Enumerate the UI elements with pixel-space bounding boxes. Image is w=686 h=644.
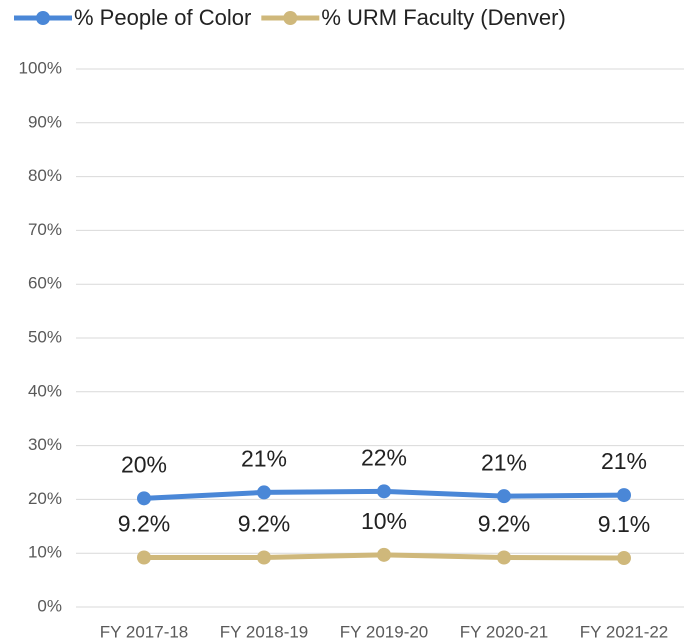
data-label: 10%	[361, 508, 407, 534]
point	[257, 550, 271, 565]
x-tick-label: FY 2018-19	[220, 622, 309, 641]
data-label: 9.2%	[118, 511, 170, 537]
point	[617, 551, 631, 566]
y-tick-label: 10%	[28, 543, 62, 562]
y-tick-label: 0%	[37, 596, 62, 615]
data-label: 21%	[481, 449, 527, 475]
x-tick-label: FY 2019-20	[340, 622, 429, 641]
x-tick-label: FY 2020-21	[460, 622, 549, 641]
data-label: 9.2%	[238, 511, 290, 537]
x-tick-label: FY 2021-22	[580, 622, 669, 641]
y-tick-label: 20%	[28, 489, 62, 508]
point	[137, 550, 151, 565]
point	[617, 488, 631, 503]
legend-label: % People of Color	[74, 5, 251, 30]
legend-marker	[283, 11, 298, 25]
data-label: 21%	[601, 448, 647, 474]
point	[257, 485, 271, 500]
legend-marker	[36, 11, 50, 25]
data-label: 9.2%	[478, 511, 530, 537]
y-tick-label: 80%	[28, 166, 62, 185]
y-tick-label: 30%	[28, 435, 62, 454]
y-tick-label: 100%	[19, 58, 62, 77]
y-tick-label: 40%	[28, 381, 62, 400]
point	[377, 484, 391, 499]
point	[497, 489, 511, 504]
point	[137, 491, 151, 506]
data-label: 21%	[241, 445, 287, 471]
data-label: 9.1%	[598, 511, 650, 537]
point	[497, 550, 511, 565]
data-label: 22%	[361, 444, 407, 470]
legend-label: % URM Faculty (Denver)	[321, 5, 565, 30]
y-tick-label: 90%	[28, 112, 62, 131]
data-label: 20%	[121, 451, 167, 477]
y-tick-label: 60%	[28, 274, 62, 293]
y-tick-label: 50%	[28, 327, 62, 346]
point	[377, 547, 391, 562]
y-tick-label: 70%	[28, 220, 62, 239]
x-tick-label: FY 2017-18	[100, 622, 189, 641]
